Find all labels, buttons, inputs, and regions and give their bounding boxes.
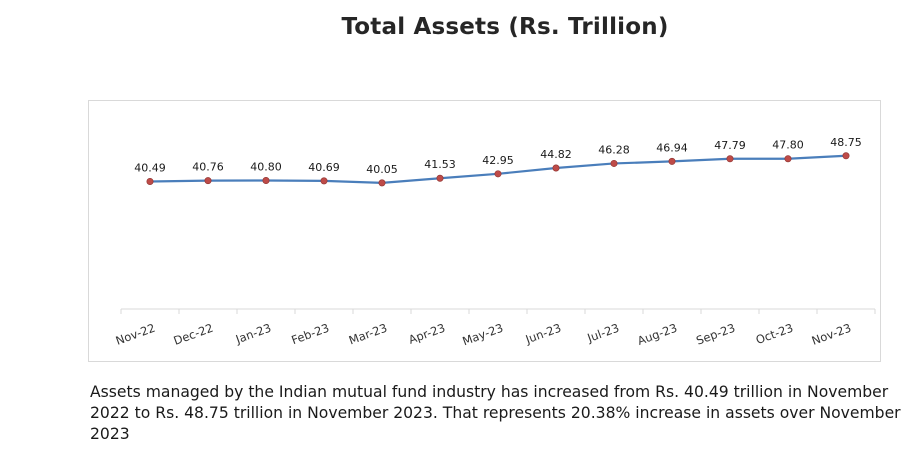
data-label: 42.95: [482, 154, 514, 167]
data-point: [320, 177, 328, 185]
caption-text: Assets managed by the Indian mutual fund…: [90, 383, 901, 443]
x-tick-label: Jul-23: [585, 321, 621, 346]
chart-frame: [88, 100, 881, 362]
data-label: 40.76: [192, 161, 224, 174]
data-label: 47.79: [714, 139, 746, 152]
data-point: [494, 170, 502, 178]
x-tick-label: Jun-23: [523, 321, 563, 347]
x-tick-label: Oct-23: [754, 321, 795, 347]
x-tick-label: Aug-23: [635, 321, 679, 348]
x-tick-label: Mar-23: [347, 321, 389, 348]
data-label: 48.75: [830, 136, 862, 149]
data-point: [610, 159, 618, 167]
data-point: [668, 157, 676, 165]
data-label: 40.69: [308, 161, 340, 174]
data-label: 40.05: [366, 163, 398, 176]
data-point: [146, 177, 154, 185]
data-label: 46.28: [598, 143, 630, 156]
data-label: 40.80: [250, 161, 282, 174]
data-label: 46.94: [656, 141, 688, 154]
x-tick-label: Dec-22: [172, 321, 215, 348]
x-tick-label: Nov-22: [114, 321, 157, 348]
x-tick-label: Sep-23: [694, 321, 737, 348]
x-tick-label: Nov-23: [810, 321, 853, 348]
data-point: [204, 177, 212, 185]
data-label: 47.80: [772, 139, 804, 152]
chart-title: Total Assets (Rs. Trillion): [341, 14, 669, 40]
x-tick-label: Jan-23: [233, 321, 273, 347]
data-label: 40.49: [134, 161, 166, 174]
x-tick-label: May-23: [460, 321, 505, 349]
data-label: 41.53: [424, 158, 456, 171]
data-point: [378, 179, 386, 187]
data-point: [436, 174, 444, 182]
data-point: [726, 155, 734, 163]
data-label: 44.82: [540, 148, 572, 161]
x-tick-label: Apr-23: [407, 321, 447, 347]
x-tick-label: Feb-23: [289, 321, 331, 348]
data-point: [842, 152, 850, 160]
data-point: [784, 155, 792, 163]
data-point: [552, 164, 560, 172]
data-point: [262, 177, 270, 185]
